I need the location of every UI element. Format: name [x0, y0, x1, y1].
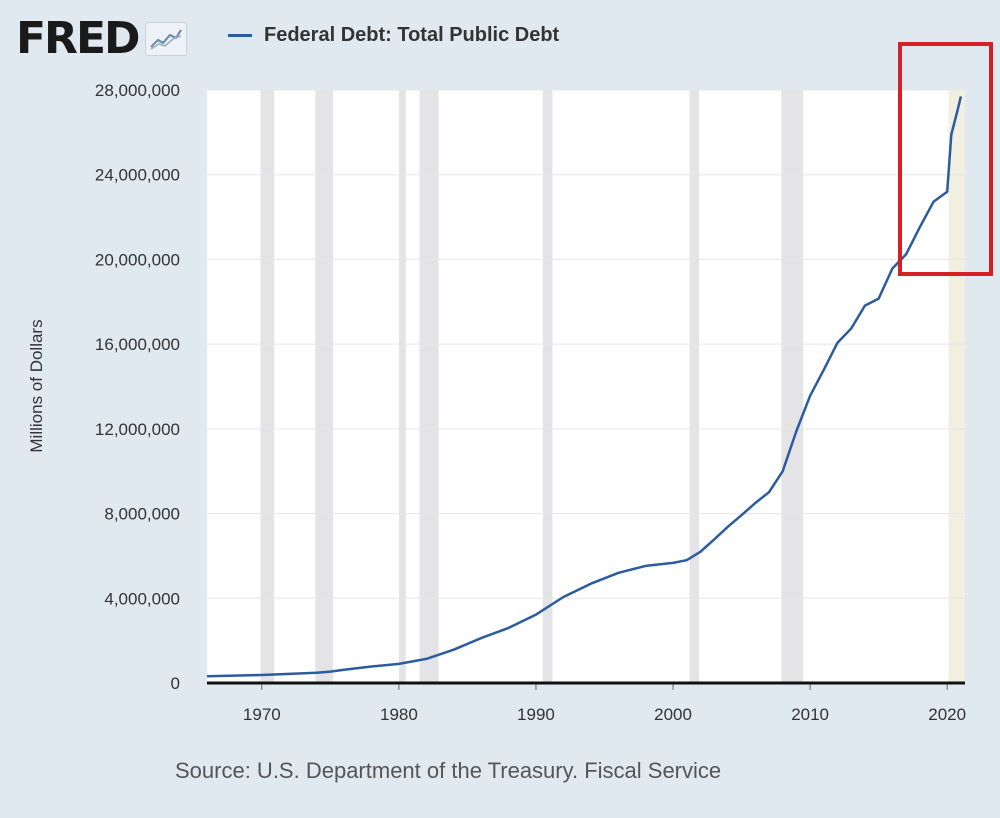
recession-band	[542, 90, 553, 683]
plot-area	[207, 90, 965, 683]
x-tick-label: 2010	[791, 705, 829, 724]
recession-band	[948, 90, 965, 683]
chart-legend: Federal Debt: Total Public Debt	[228, 24, 559, 47]
x-tick-label: 2020	[928, 705, 966, 724]
y-tick-label: 0	[171, 674, 180, 693]
line-chart-icon	[144, 22, 187, 56]
x-tick-label: 2000	[654, 705, 692, 724]
recession-band	[398, 90, 406, 683]
recession-band	[260, 90, 275, 683]
y-tick-label: 8,000,000	[104, 505, 180, 524]
highlight-annotation-box	[898, 42, 993, 276]
recession-band	[689, 90, 700, 683]
y-tick-label: 24,000,000	[95, 166, 180, 185]
y-tick-label: 16,000,000	[95, 335, 180, 354]
legend-label: Federal Debt: Total Public Debt	[264, 24, 560, 46]
fred-logo-text: FRED	[16, 13, 141, 64]
recession-band	[315, 90, 334, 683]
series-line	[206, 96, 963, 678]
x-tick-label: 1990	[517, 705, 555, 724]
x-tick-label: 1980	[380, 705, 418, 724]
fred-logo[interactable]: FRED	[16, 14, 187, 64]
y-tick-label: 20,000,000	[95, 250, 180, 269]
y-tick-label: 12,000,000	[95, 420, 180, 439]
source-note: Source: U.S. Department of the Treasury.…	[175, 758, 722, 783]
x-tick-label: 1970	[243, 705, 281, 724]
recession-band	[419, 90, 439, 683]
y-tick-label: 28,000,000	[95, 81, 180, 100]
y-tick-label: 4,000,000	[104, 589, 180, 608]
legend-swatch	[228, 34, 252, 37]
recession-band	[781, 90, 804, 683]
